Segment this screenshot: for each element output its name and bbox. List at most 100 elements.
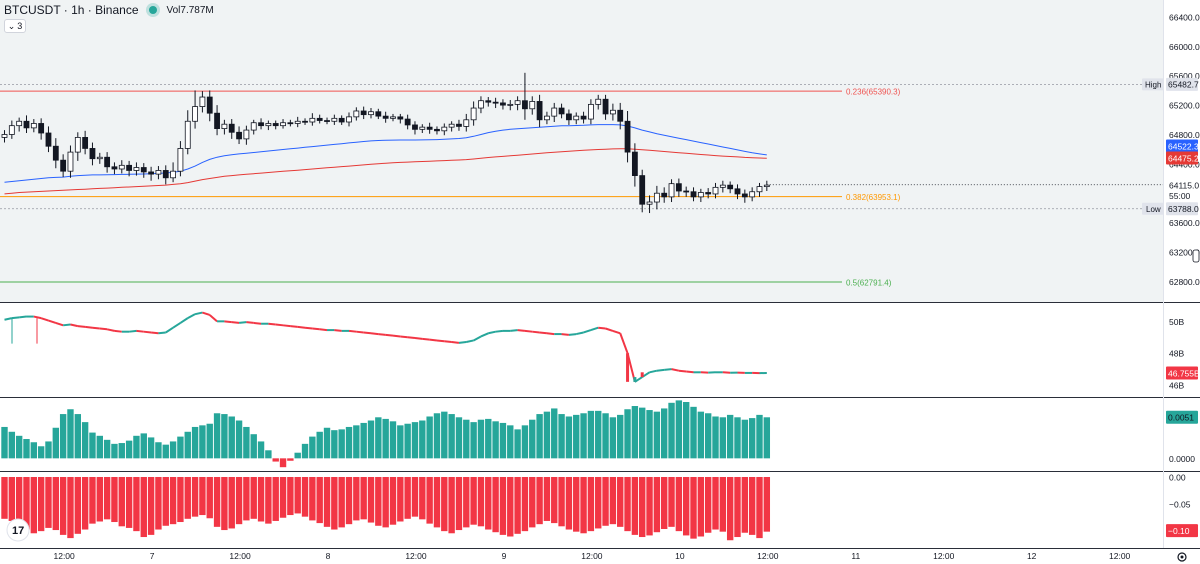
time-axis-label: 12 bbox=[1027, 551, 1037, 561]
oscillator-bar bbox=[367, 420, 375, 459]
oscillator-bar bbox=[45, 477, 52, 528]
volume-legend-label: Vol bbox=[166, 4, 181, 16]
volume-oscillator-segment bbox=[275, 323, 284, 327]
oscillator-bar bbox=[67, 409, 74, 459]
candle-body-up bbox=[551, 107, 558, 117]
oscillator-bar bbox=[162, 444, 169, 459]
volume-legend[interactable]: Vol7.787M bbox=[167, 5, 214, 16]
oscillator-bar bbox=[353, 477, 360, 521]
candle-body-down bbox=[397, 116, 404, 120]
volume-oscillator-segment bbox=[480, 332, 489, 338]
oscillator-bar bbox=[1, 426, 8, 459]
oscillator-bar bbox=[455, 477, 463, 531]
price-axis-tick-label: 64115.0 bbox=[1169, 180, 1199, 190]
oscillator-bar bbox=[536, 477, 543, 525]
oscillator-bar bbox=[653, 477, 661, 533]
volume-oscillator-segment bbox=[158, 331, 166, 335]
candle bbox=[23, 115, 30, 134]
volume-oscillator-segment bbox=[268, 322, 276, 326]
candle-body-down bbox=[683, 190, 690, 193]
volume-oscillator-segment bbox=[407, 336, 416, 340]
candle bbox=[38, 118, 45, 140]
oscillator-bar bbox=[103, 439, 111, 459]
oscillator-bar bbox=[675, 477, 683, 532]
volume-oscillator-segment bbox=[517, 329, 526, 332]
candle-body-down bbox=[45, 132, 52, 147]
oscillator-bar bbox=[184, 431, 191, 459]
oscillator-bar bbox=[59, 414, 67, 459]
candle-body-down bbox=[382, 115, 389, 119]
candle bbox=[544, 111, 550, 125]
candle-body-down bbox=[734, 188, 741, 195]
candle-body-down bbox=[162, 170, 169, 179]
candle-body-down bbox=[522, 100, 528, 110]
oscillator-bar bbox=[529, 477, 536, 528]
oscillator-bar bbox=[221, 477, 228, 531]
oscillator-bar bbox=[23, 439, 30, 459]
volume-oscillator-segment bbox=[179, 317, 189, 324]
candle bbox=[89, 142, 96, 166]
candle-body-down bbox=[60, 159, 67, 172]
oscillator-bar bbox=[485, 477, 492, 530]
oscillator-bar bbox=[455, 417, 463, 459]
candle bbox=[434, 126, 440, 135]
candle-body-up bbox=[653, 192, 660, 203]
price-axis-tick-label: 62800.0 bbox=[1169, 277, 1200, 287]
volume-oscillator-segment bbox=[136, 329, 144, 333]
oscillator-bar bbox=[8, 431, 16, 459]
candle-body-up bbox=[30, 123, 37, 129]
volume-oscillator-segment bbox=[414, 337, 423, 340]
candle bbox=[639, 169, 646, 213]
candle bbox=[8, 120, 15, 139]
candle bbox=[324, 117, 330, 125]
symbol-title[interactable]: BTCUSDT · 1h · Binance bbox=[4, 3, 139, 17]
candle-body-down bbox=[456, 123, 462, 127]
oscillator-bar bbox=[309, 477, 316, 521]
candle-body-down bbox=[661, 192, 668, 198]
oscillator-bar bbox=[419, 420, 426, 459]
oscillator-bar bbox=[67, 477, 74, 539]
oscillator-bar bbox=[668, 477, 675, 527]
volume-oscillator-segment bbox=[297, 325, 306, 329]
volume-oscillator-current-value: 46.755B bbox=[1168, 368, 1200, 378]
oscillator-bar bbox=[375, 477, 382, 526]
oscillator-bar bbox=[551, 408, 558, 459]
candle bbox=[82, 130, 89, 155]
oscillator-bar bbox=[726, 414, 734, 459]
candle-body-down bbox=[558, 107, 565, 115]
volume-oscillator-segment bbox=[99, 327, 108, 331]
candle-body-down bbox=[148, 171, 155, 175]
candle bbox=[302, 118, 308, 125]
indicators-collapse-toggle[interactable]: ⌄ 3 bbox=[4, 19, 26, 33]
price-scale-handle bbox=[1192, 249, 1200, 263]
gear-icon[interactable] bbox=[1177, 552, 1187, 562]
candle-body-up bbox=[697, 192, 704, 198]
oscillator-bar bbox=[477, 419, 485, 459]
candle-body-down bbox=[52, 145, 59, 161]
candle-body-up bbox=[74, 137, 81, 153]
moving-average-fast-value: 64522.3 bbox=[1168, 141, 1199, 151]
candle bbox=[683, 186, 690, 197]
candle bbox=[492, 97, 499, 109]
tradingview-logo-mark: 17 bbox=[12, 525, 24, 537]
candle-body-down bbox=[272, 123, 279, 127]
volume-oscillator-segment bbox=[77, 325, 86, 328]
candle-body-up bbox=[177, 148, 184, 172]
volume-oscillator-segment bbox=[686, 370, 694, 374]
oscillator-bar bbox=[668, 402, 675, 459]
oscillator-bar bbox=[125, 440, 133, 459]
time-axis-label: 9 bbox=[502, 551, 507, 561]
volume-oscillator-segment bbox=[649, 369, 658, 374]
oscillator-bar bbox=[433, 477, 441, 528]
volume-oscillator-segment bbox=[85, 325, 93, 329]
price-axis-tick-label: 63600.0 bbox=[1169, 218, 1200, 228]
candle bbox=[412, 121, 418, 135]
candle bbox=[478, 96, 484, 114]
oscillator-bar bbox=[375, 417, 382, 459]
oscillator-bar bbox=[243, 477, 250, 521]
session-high-value: 65482.7 bbox=[1168, 80, 1199, 90]
price-axis-tick-label: 66400.0 bbox=[1169, 13, 1200, 23]
candle-body-up bbox=[16, 120, 23, 127]
candle bbox=[177, 141, 184, 177]
